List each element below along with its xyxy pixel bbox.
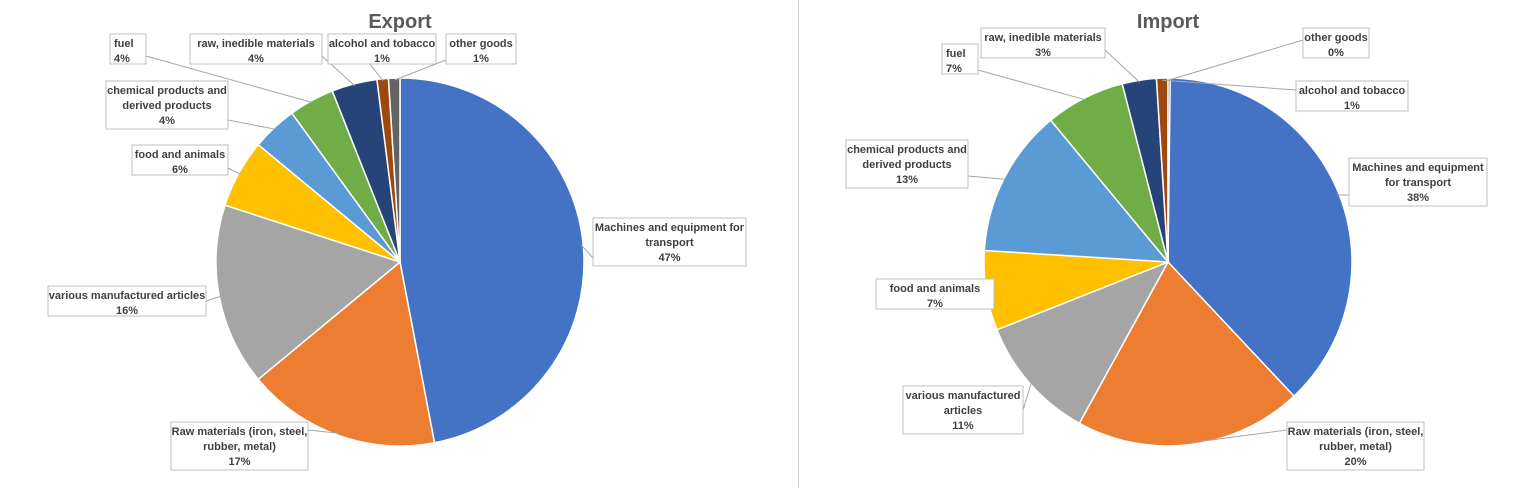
category-label: derived products [862,159,951,171]
category-label: other goods [449,38,513,50]
category-label: food and animals [890,283,980,295]
slice-various-manufactured-articles [995,260,1170,425]
data-label-box [105,80,229,130]
leader-line [967,175,1006,180]
data-label-box [1286,421,1425,471]
category-label: transport [645,237,694,249]
data-label-box [47,285,207,317]
value-label: 13% [896,174,918,186]
chart-title: Import [1137,11,1200,33]
leader-line [1022,382,1032,411]
slice-raw-materials-iron-steel-rubber-metal [257,260,436,447]
data-label-box [1295,80,1409,112]
data-label-box [109,33,147,65]
slice-machines-and-equipment-for-transport [399,77,585,444]
category-label: Machines and equipment [1352,162,1484,174]
leader-line [1190,429,1288,444]
data-label-box [445,33,517,65]
category-label: chemical products and [847,144,967,156]
category-label: for transport [1385,177,1451,189]
data-label-box [875,278,995,310]
category-label: fuel [946,48,966,60]
leader-line [1104,49,1140,83]
value-label: 4% [159,115,175,127]
leader-line [205,295,222,302]
value-label: 3% [1035,47,1051,59]
category-label: various manufactured articles [49,290,206,302]
chart-export: Export Machines and equipment for transpor… [47,11,747,471]
data-label-box [1348,157,1488,207]
data-label-box [902,385,1024,435]
category-label: various manufactured [906,390,1021,402]
data-label-box [131,144,229,176]
data-label-box [1302,27,1370,59]
value-label: 4% [248,53,264,65]
value-label: 16% [116,305,138,317]
value-label: 7% [946,63,962,75]
data-label-box [170,421,309,471]
value-label: 7% [927,298,943,310]
category-label: Raw materials (iron, steel, [172,426,308,438]
category-label: food and animals [135,149,225,161]
leader-line [227,167,241,175]
category-label: raw, inedible materials [984,32,1102,44]
leader-line [1162,79,1297,91]
value-label: 1% [473,53,489,65]
chart-title: Export [368,11,432,33]
category-label: articles [944,405,983,417]
value-label: 20% [1344,456,1366,468]
slice-chemical-products-and-derived-products [983,119,1170,263]
category-label: raw, inedible materials [197,38,315,50]
slice-raw-materials-iron-steel-rubber-metal [1078,260,1296,447]
category-label: alcohol and tobacco [329,38,436,50]
slice-machines-and-equipment-for-transport [1167,77,1353,398]
category-label: other goods [1304,32,1368,44]
value-label: 0% [1328,47,1344,59]
leader-line [394,59,447,81]
category-label: Raw materials (iron, steel, [1288,426,1424,438]
chart-divider [798,0,799,488]
value-label: 47% [658,252,680,264]
category-label: alcohol and tobacco [1299,85,1406,97]
category-label: rubber, metal) [203,441,276,453]
category-label: rubber, metal) [1319,441,1392,453]
data-label-box [592,217,747,267]
data-label-box [327,33,437,65]
data-label-box [845,139,969,189]
leader-line [1168,39,1304,81]
value-label: 17% [228,456,250,468]
category-label: derived products [122,100,211,112]
category-label: chemical products and [107,85,227,97]
value-label: 11% [952,420,974,432]
leader-line [369,63,384,82]
value-label: 4% [114,53,130,65]
leader-line [321,55,356,87]
value-label: 6% [172,164,188,176]
category-label: Machines and equipment for [595,222,745,234]
chart-import: Import Machines and equipment for transpor… [845,11,1488,471]
leader-line [227,119,276,130]
leader-line [307,429,339,434]
value-label: 1% [1344,100,1360,112]
slice-other-goods [1167,77,1171,263]
data-label-box [189,33,323,65]
leader-line [145,55,313,103]
value-label: 38% [1407,192,1429,204]
data-label-box [980,27,1106,59]
data-label-box [941,43,979,75]
leader-line [977,69,1086,101]
category-label: fuel [114,38,134,50]
leader-line [580,244,594,259]
value-label: 1% [374,53,390,65]
